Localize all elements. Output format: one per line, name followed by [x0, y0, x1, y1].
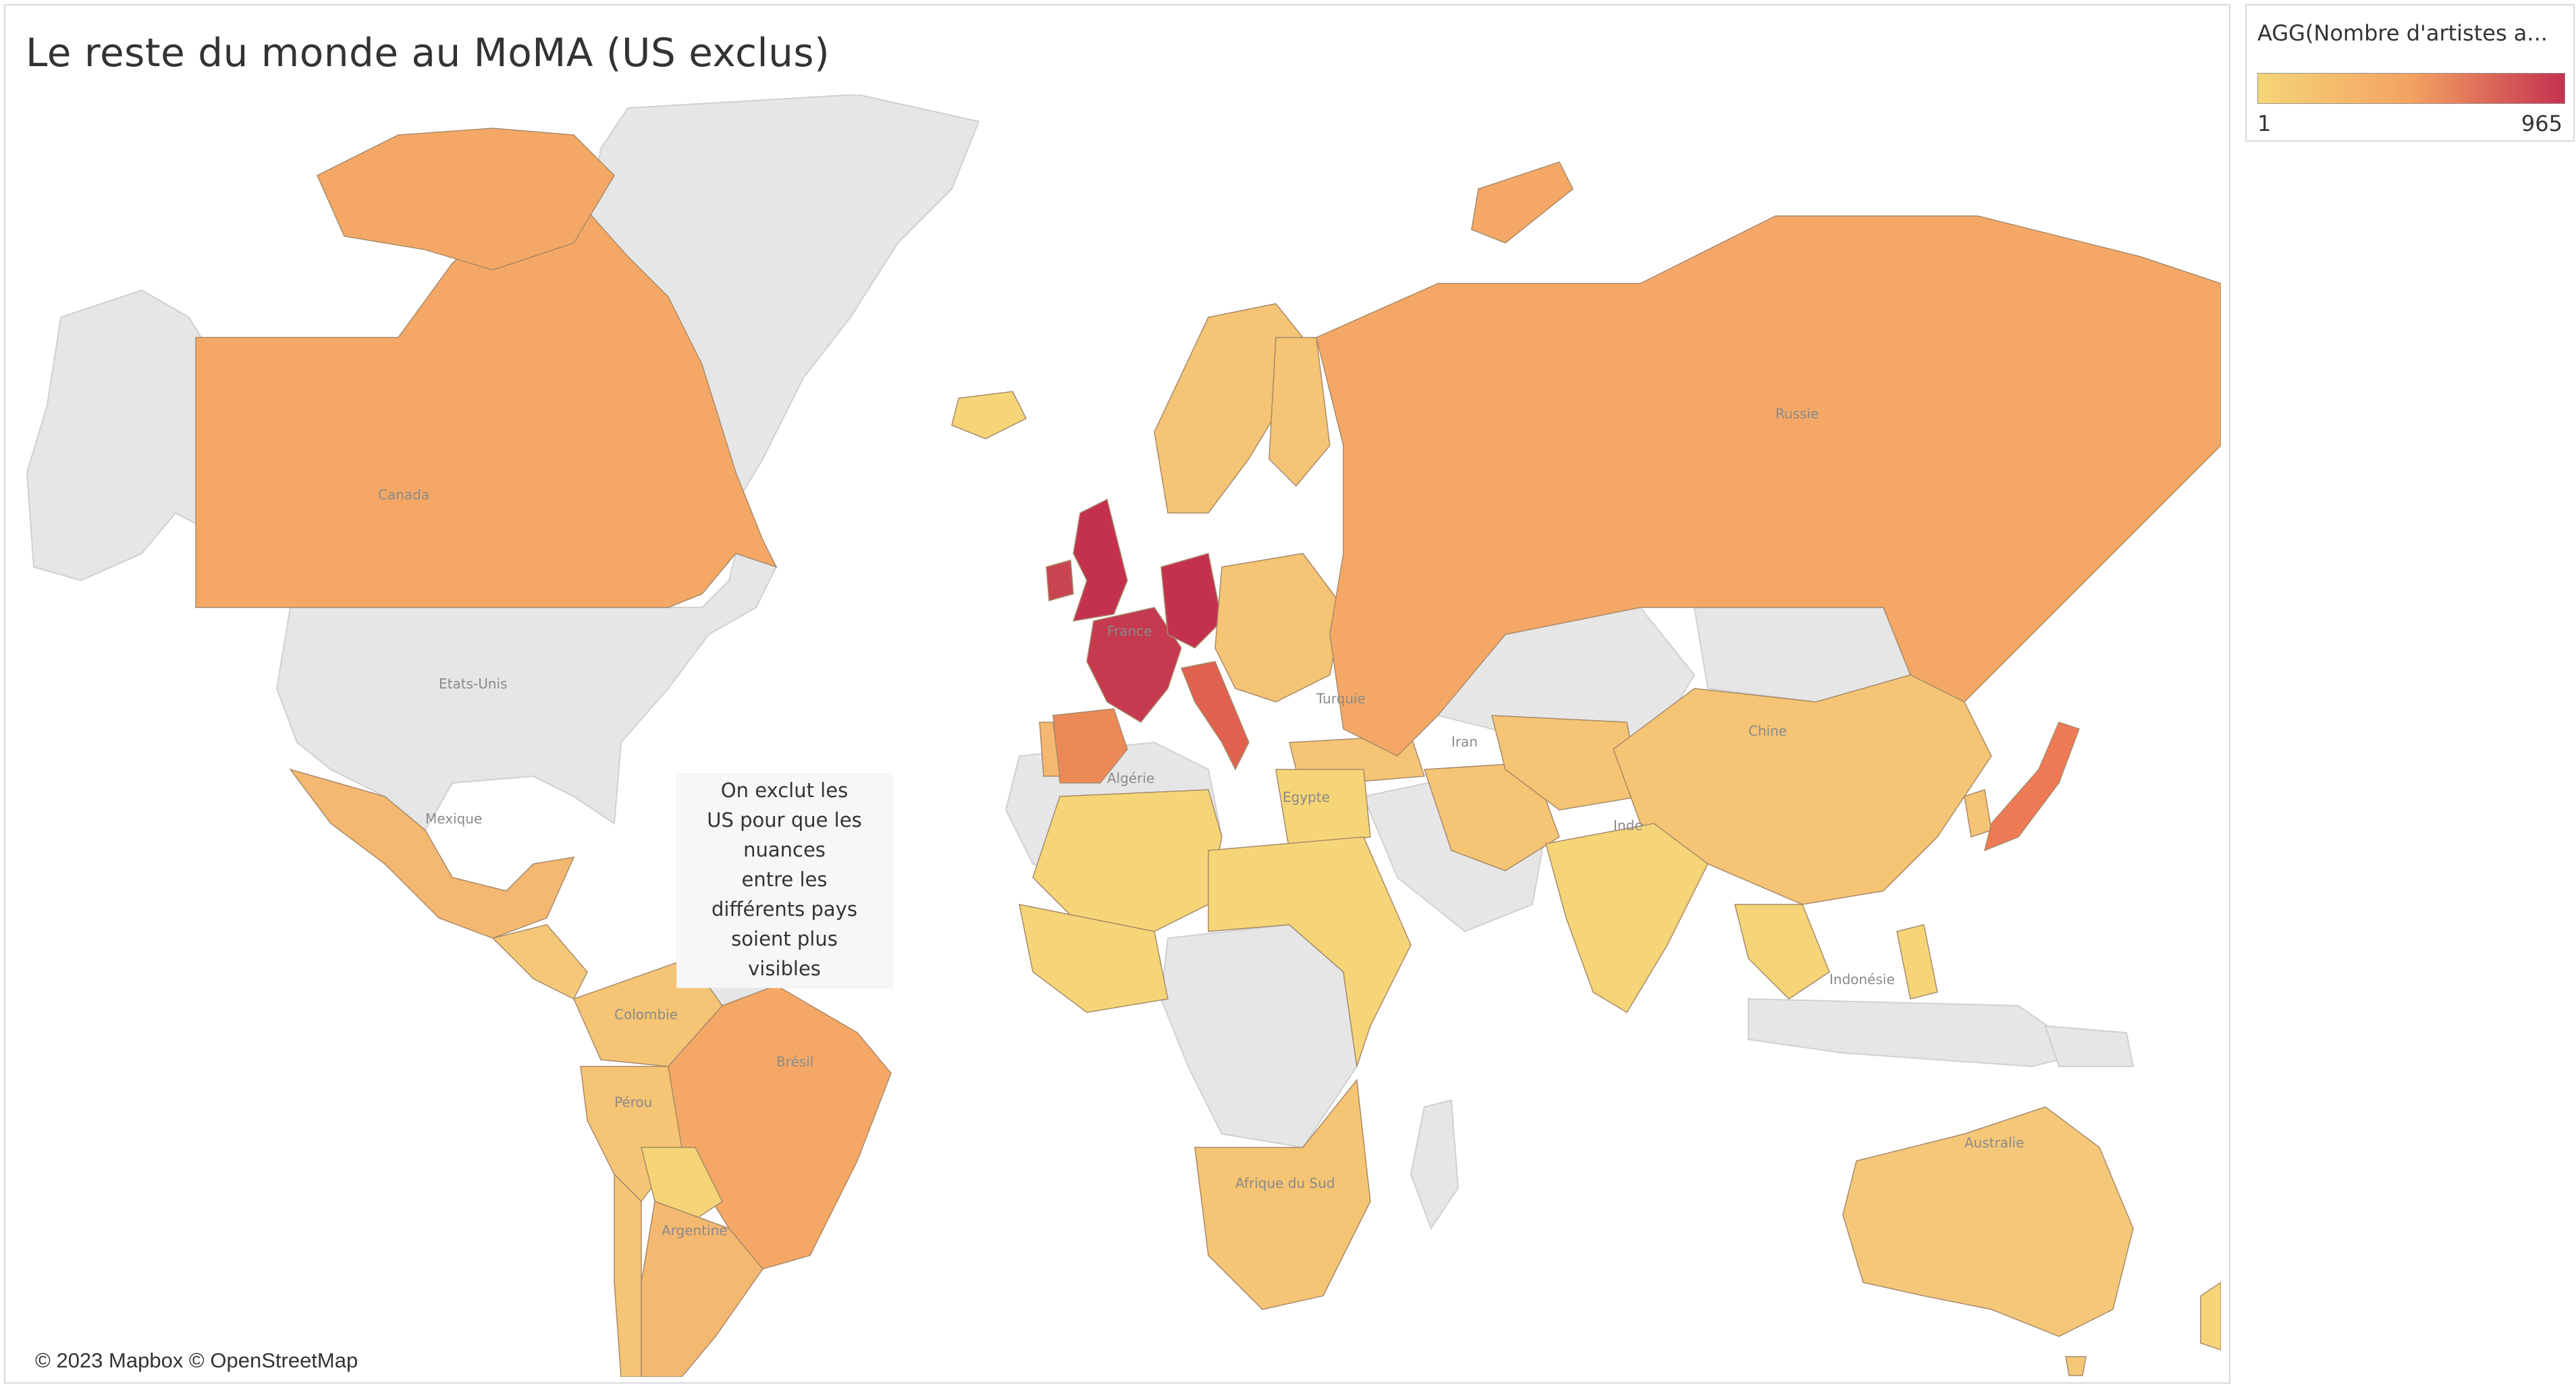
legend-min-value: 1: [2257, 111, 2272, 136]
country-india: [1545, 823, 1709, 1014]
country-uk: [1072, 498, 1128, 622]
country-france: [1086, 607, 1182, 723]
land-madagascar: [1410, 1099, 1459, 1230]
annotation-line: On exclut les: [720, 779, 849, 802]
country-canada-islands: [317, 128, 615, 271]
country-west-africa: [1019, 904, 1169, 1013]
label-peru: Pérou: [614, 1094, 652, 1110]
annotation-line: soient plus: [731, 927, 838, 950]
legend-max-value: 965: [2521, 111, 2562, 136]
country-portugal: [1039, 722, 1061, 777]
country-north-africa: [1032, 789, 1223, 932]
label-argentina: Argentine: [662, 1222, 728, 1239]
land-alaska: [26, 289, 202, 582]
country-australia: [1842, 1106, 2134, 1337]
label-indonesia: Indonésie: [1829, 971, 1895, 987]
country-new-zealand: [2200, 1282, 2221, 1351]
legend-color-ramp: [2257, 73, 2565, 104]
label-egypt: Egypte: [1283, 789, 1330, 805]
country-philippines: [1896, 924, 1938, 1000]
label-canada: Canada: [378, 487, 429, 503]
label-turkey: Turquie: [1316, 690, 1366, 707]
country-ireland: [1046, 560, 1074, 601]
map-svg[interactable]: Canada Etats-Unis Mexique Colombie Pérou…: [20, 94, 2221, 1377]
label-colombia: Colombie: [614, 1006, 678, 1023]
country-central-asia: [1491, 715, 1641, 811]
label-south-africa: Afrique du Sud: [1235, 1175, 1335, 1191]
country-finland: [1268, 337, 1331, 487]
country-iceland: [951, 391, 1027, 439]
label-australia: Australie: [1964, 1135, 2024, 1151]
country-southern-africa: [1194, 1079, 1371, 1310]
country-labels: Canada Etats-Unis Mexique Colombie Pérou…: [378, 406, 2024, 1239]
annotation-line: US pour que les: [707, 809, 862, 832]
land-indonesia: [1748, 998, 2088, 1068]
annotation-line: nuances: [743, 838, 826, 861]
label-china: Chine: [1748, 723, 1787, 739]
country-japan: [1983, 722, 2080, 852]
color-legend[interactable]: AGG(Nombre d'artistes a... 1 965: [2245, 4, 2575, 142]
label-usa: Etats-Unis: [439, 676, 508, 692]
label-india: Inde: [1613, 817, 1643, 834]
annotation-line: différents pays: [712, 898, 857, 921]
country-mexico: [289, 768, 575, 939]
map-worksheet: Le reste du monde au MoMA (US exclus): [4, 4, 2230, 1384]
country-korea: [1964, 789, 1992, 838]
map-title: Le reste du monde au MoMA (US exclus): [26, 30, 830, 76]
label-france: France: [1107, 623, 1152, 639]
country-chile: [614, 1173, 642, 1377]
country-central-america: [491, 924, 588, 1000]
country-germany: [1160, 553, 1223, 649]
country-eastern-europe: [1214, 553, 1344, 703]
country-italy: [1180, 661, 1250, 771]
annotation-note: On exclut les US pour que les nuances en…: [676, 773, 892, 988]
country-se-asia: [1734, 904, 1830, 1000]
annotation-line: visibles: [748, 957, 821, 980]
annotation-line: entre les: [741, 868, 828, 891]
map-attribution[interactable]: © 2023 Mapbox © OpenStreetMap: [27, 1346, 367, 1376]
label-iran: Iran: [1451, 734, 1478, 750]
country-novaya-zemlya: [1471, 161, 1574, 244]
legend-title: AGG(Nombre d'artistes a...: [2257, 20, 2548, 46]
country-sub-saharan: [1208, 836, 1412, 1067]
land-png: [2044, 1025, 2135, 1067]
country-tasmania: [2065, 1356, 2087, 1376]
label-russia: Russie: [1775, 406, 1819, 422]
world-map[interactable]: Canada Etats-Unis Mexique Colombie Pérou…: [20, 94, 2221, 1377]
colored-countries: [195, 128, 2221, 1377]
country-egypt: [1275, 769, 1371, 851]
label-mexico: Mexique: [425, 811, 482, 827]
label-brazil: Brésil: [776, 1054, 813, 1070]
label-algeria: Algérie: [1107, 770, 1154, 786]
